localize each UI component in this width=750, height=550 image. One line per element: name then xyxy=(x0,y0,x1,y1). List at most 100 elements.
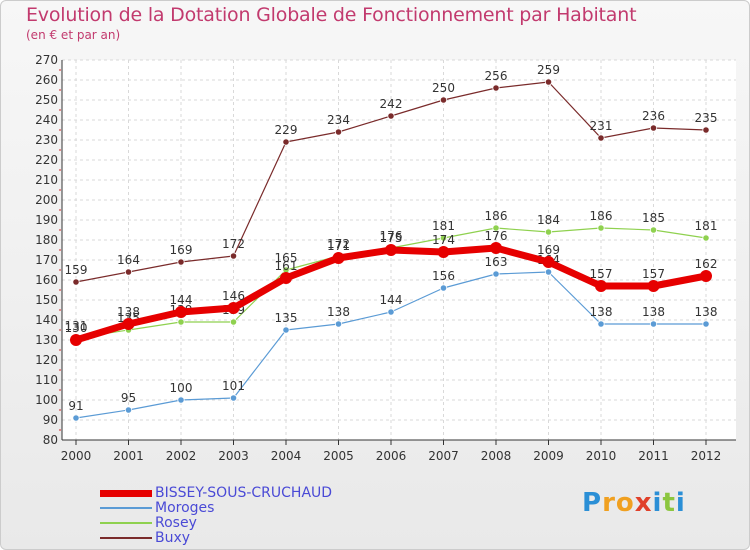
data-label: 229 xyxy=(275,123,298,137)
data-label: 138 xyxy=(117,305,140,319)
y-minor-tick xyxy=(59,109,61,111)
data-label: 95 xyxy=(121,391,136,405)
x-tick-label: 2007 xyxy=(428,449,459,463)
data-label: 250 xyxy=(432,81,455,95)
data-point xyxy=(177,396,185,404)
data-label: 184 xyxy=(537,213,560,227)
y-tick-label: 180 xyxy=(35,233,58,247)
y-minor-tick xyxy=(59,389,61,391)
data-point xyxy=(595,280,607,292)
data-point xyxy=(490,242,502,254)
y-minor-tick xyxy=(59,309,61,311)
data-point xyxy=(492,84,500,92)
data-label: 144 xyxy=(380,293,403,307)
data-label: 157 xyxy=(642,267,665,281)
y-minor-tick xyxy=(59,169,61,171)
data-point xyxy=(439,96,448,104)
data-point xyxy=(437,246,450,258)
data-point xyxy=(175,306,187,318)
chart-title: Evolution de la Dotation Globale de Fonc… xyxy=(26,4,637,26)
data-point xyxy=(439,234,448,242)
data-label: 162 xyxy=(695,257,718,271)
legend-label-buxy: Buxy xyxy=(155,530,191,546)
logo-letter: r xyxy=(602,488,616,518)
data-point xyxy=(649,320,658,328)
data-point xyxy=(597,320,605,328)
data-label: 256 xyxy=(485,69,508,83)
data-label: 186 xyxy=(590,209,613,223)
y-minor-tick xyxy=(59,329,61,331)
data-point xyxy=(282,326,290,334)
y-tick-label: 170 xyxy=(35,253,58,267)
data-point xyxy=(702,126,710,134)
data-label: 157 xyxy=(590,267,613,281)
data-label: 185 xyxy=(642,211,665,225)
y-minor-tick xyxy=(59,429,61,431)
data-label: 172 xyxy=(327,237,350,251)
data-label: 236 xyxy=(642,109,665,123)
y-minor-tick xyxy=(59,69,61,71)
data-point xyxy=(72,278,80,286)
data-point xyxy=(124,268,133,276)
y-minor-tick xyxy=(59,129,61,131)
data-point xyxy=(385,244,397,256)
y-tick-label: 110 xyxy=(35,373,58,387)
data-label: 138 xyxy=(695,305,718,319)
y-minor-tick xyxy=(59,409,61,411)
x-tick-label: 2012 xyxy=(691,449,722,463)
data-label: 174 xyxy=(432,233,455,247)
data-point xyxy=(229,394,238,402)
data-label: 171 xyxy=(327,239,350,253)
data-label: 234 xyxy=(327,113,350,127)
data-label: 259 xyxy=(537,63,560,77)
x-tick-label: 2005 xyxy=(323,449,354,463)
x-tick-label: 2006 xyxy=(376,449,407,463)
data-point xyxy=(177,318,185,326)
logo-letter: o xyxy=(615,488,635,518)
y-minor-tick xyxy=(59,209,61,211)
y-tick-label: 210 xyxy=(35,173,58,187)
data-label: 176 xyxy=(380,229,403,243)
data-point xyxy=(544,228,553,236)
data-label: 156 xyxy=(432,269,455,283)
data-point xyxy=(439,284,448,292)
data-point xyxy=(227,302,240,314)
y-minor-tick xyxy=(59,189,61,191)
legend-swatch-bissey xyxy=(100,490,152,497)
y-minor-tick xyxy=(59,349,61,351)
y-minor-tick xyxy=(59,89,61,91)
chart-subtitle: (en € et par an) xyxy=(26,28,121,42)
logo-letter: t xyxy=(662,488,676,518)
legend-label-rosey: Rosey xyxy=(155,515,197,531)
data-point xyxy=(492,224,500,232)
data-label: 231 xyxy=(590,119,613,133)
data-point xyxy=(124,406,133,414)
data-label: 138 xyxy=(327,305,350,319)
data-label: 91 xyxy=(68,399,83,413)
data-label: 138 xyxy=(642,305,665,319)
y-minor-tick xyxy=(59,269,61,271)
data-label: 181 xyxy=(432,219,455,233)
data-point xyxy=(542,256,555,268)
x-tick-label: 2000 xyxy=(61,449,92,463)
data-point xyxy=(229,252,238,260)
logo-letter: i xyxy=(675,488,686,518)
data-label: 138 xyxy=(590,305,613,319)
y-tick-label: 100 xyxy=(35,393,58,407)
data-point xyxy=(649,226,658,234)
data-label: 172 xyxy=(222,237,245,251)
y-tick-label: 230 xyxy=(35,133,58,147)
data-label: 169 xyxy=(537,243,560,257)
data-label: 135 xyxy=(275,311,298,325)
y-tick-label: 120 xyxy=(35,353,58,367)
data-label: 176 xyxy=(485,229,508,243)
data-point xyxy=(492,270,500,278)
legend-swatch-buxy xyxy=(100,537,152,539)
x-tick-label: 2003 xyxy=(218,449,249,463)
logo-letter: P xyxy=(582,488,603,518)
data-label: 181 xyxy=(695,219,718,233)
legend-label-bissey: BISSEY-SOUS-CRUCHAUD xyxy=(155,485,333,501)
y-minor-tick xyxy=(59,249,61,251)
legend-swatch-moroges xyxy=(100,507,152,509)
y-minor-tick xyxy=(59,369,61,371)
